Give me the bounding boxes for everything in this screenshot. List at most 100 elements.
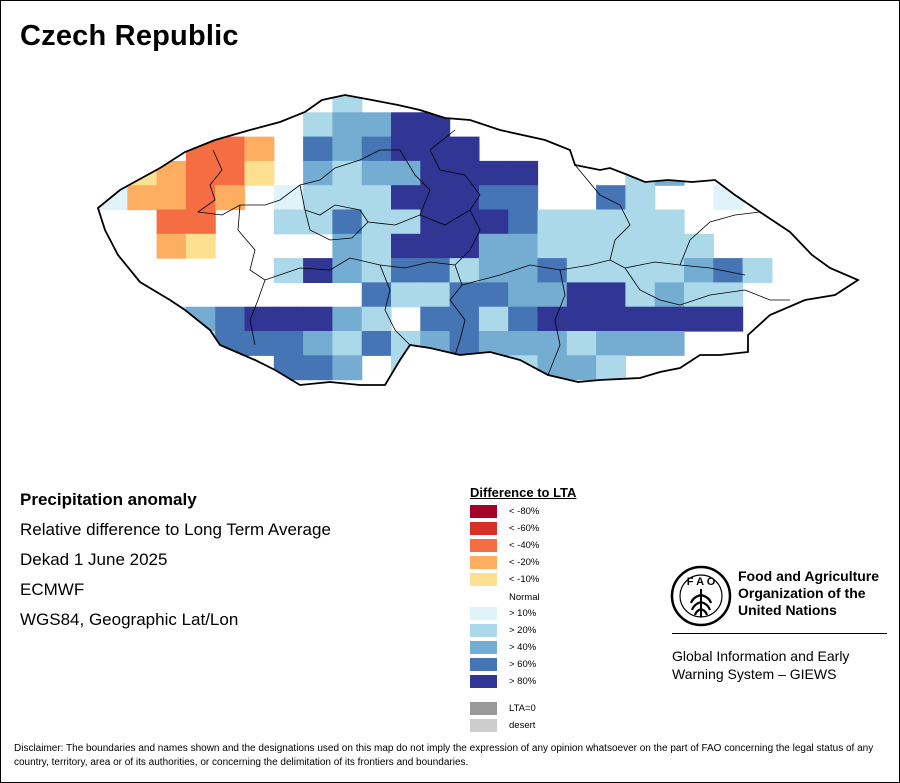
grid-cell [537, 306, 568, 332]
grid-cell [478, 233, 509, 259]
grid-cell [420, 233, 451, 259]
grid-cell [127, 185, 158, 211]
grid-cell [244, 136, 275, 162]
legend-swatch [470, 573, 497, 586]
grid-cell [391, 233, 421, 259]
legend-swatch [470, 675, 497, 688]
grid-cell [478, 282, 509, 308]
grid-cell [391, 160, 421, 186]
grid-cell [654, 209, 685, 235]
grid-cell [361, 306, 392, 332]
grid-cell [361, 136, 392, 162]
legend-label: < -20% [509, 557, 540, 568]
grid-cell [537, 209, 568, 235]
grid-cell [185, 209, 216, 235]
region-boundaries [196, 129, 790, 376]
grid-cell [332, 209, 363, 235]
grid-cell [537, 233, 568, 259]
grid-cell [508, 209, 539, 235]
anomaly-grid [98, 95, 773, 385]
grid-cell [303, 355, 333, 381]
grid-cell [273, 355, 304, 381]
grid-cell [684, 258, 714, 283]
grid-cell [303, 331, 333, 356]
legend-label: LTA=0 [509, 703, 536, 714]
grid-cell [244, 331, 275, 356]
grid-cell [625, 185, 656, 211]
grid-cell [449, 355, 480, 381]
grid-cell [332, 233, 363, 259]
grid-cell [596, 306, 626, 332]
grid-cell [332, 160, 363, 186]
grid-cell [391, 185, 421, 211]
info-source: ECMWF [20, 580, 85, 599]
legend-label: > 20% [509, 625, 537, 636]
legend-label: Normal [509, 592, 540, 603]
grid-cell [127, 306, 158, 332]
grid-cell [273, 306, 304, 332]
grid-cell [303, 258, 333, 283]
info-heading: Precipitation anomaly [20, 490, 197, 509]
grid-cell [625, 209, 656, 235]
grid-cell [566, 233, 597, 259]
grid-cell [332, 306, 363, 332]
grid-cell [537, 379, 568, 385]
grid-cell [361, 185, 392, 211]
grid-cell [625, 306, 656, 332]
grid-cell [420, 282, 451, 308]
legend-swatch [470, 522, 497, 535]
info-description: Relative difference to Long Term Average [20, 520, 331, 539]
grid-cell [332, 258, 363, 283]
grid-cell [273, 331, 304, 356]
grid-cell [420, 136, 451, 162]
grid-cell [508, 160, 539, 186]
grid-cell [156, 209, 187, 235]
grid-cell [420, 355, 451, 381]
grid-cell [332, 112, 363, 138]
grid-cell [273, 209, 304, 235]
grid-cell [391, 282, 421, 308]
grid-cell [361, 233, 392, 259]
grid-cell [215, 136, 246, 162]
grid-cell [654, 282, 685, 308]
grid-cell [478, 306, 509, 332]
grid-cell [478, 185, 509, 211]
info-period: Dekad 1 June 2025 [20, 550, 168, 569]
grid-cell [449, 136, 480, 162]
grid-cell [596, 258, 626, 283]
grid-cell [596, 185, 626, 211]
grid-cell [625, 258, 656, 283]
legend-swatch [470, 505, 497, 518]
grid-cell [566, 331, 597, 356]
grid-cell [684, 306, 714, 332]
grid-cell [449, 185, 480, 211]
grid-cell [185, 185, 216, 211]
grid-cell [625, 331, 656, 356]
grid-cell [215, 306, 246, 332]
grid-cell [420, 185, 451, 211]
grid-cell [332, 331, 363, 356]
grid-cell [361, 209, 392, 235]
legend-label: > 80% [509, 676, 537, 687]
legend-swatch [470, 641, 497, 654]
grid-cell [478, 355, 509, 381]
grid-cell [713, 306, 744, 332]
legend-swatch [470, 556, 497, 569]
grid-cell [127, 160, 158, 186]
divider [672, 633, 887, 634]
grid-cell [654, 233, 685, 259]
fao-logo: F A O [670, 565, 732, 627]
grid-cell [566, 282, 597, 308]
legend-swatch [470, 702, 497, 715]
grid-cell [156, 233, 187, 259]
legend-swatch [470, 719, 497, 732]
grid-cell [654, 306, 685, 332]
legend-swatch [470, 591, 497, 604]
grid-cell [449, 331, 480, 356]
disclaimer: Disclaimer: The boundaries and names sho… [14, 743, 874, 768]
grid-cell [244, 306, 275, 332]
grid-cell [420, 95, 451, 113]
grid-cell [478, 209, 509, 235]
grid-cell [420, 306, 451, 332]
grid-cell [566, 306, 597, 332]
